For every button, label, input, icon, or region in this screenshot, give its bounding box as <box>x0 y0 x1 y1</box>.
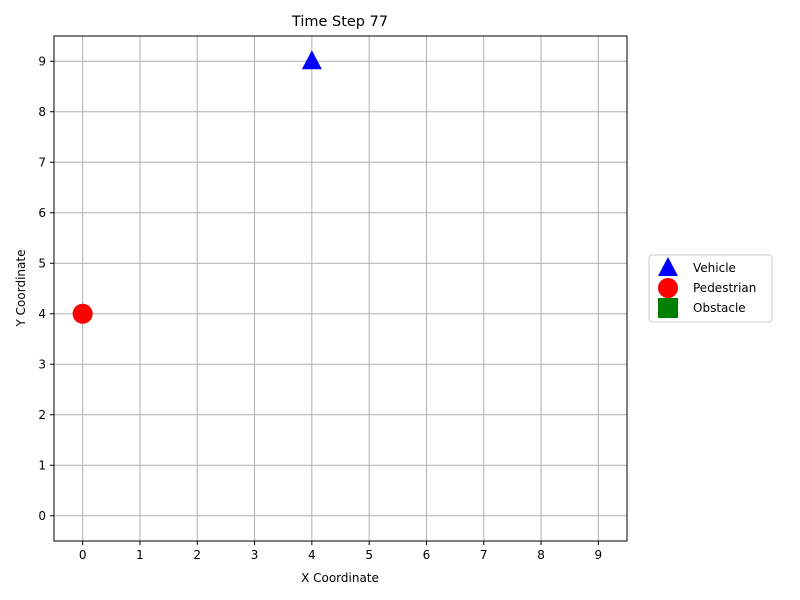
y-axis: 0 1 2 3 4 5 6 7 8 9 <box>38 54 54 523</box>
x-tick-label: 2 <box>193 548 201 562</box>
legend-box <box>648 254 773 323</box>
x-tick-label: 1 <box>136 548 144 562</box>
legend-pedestrian-marker <box>658 278 678 298</box>
x-tick-label: 7 <box>480 548 488 562</box>
x-tick-label: 9 <box>595 548 603 562</box>
legend: Vehicle Pedestrian Obstacle <box>648 254 773 323</box>
x-tick-label: 3 <box>251 548 259 562</box>
legend-obstacle-marker <box>658 298 678 318</box>
y-tick-label: 9 <box>38 54 46 68</box>
y-tick-label: 6 <box>38 206 46 220</box>
x-tick-label: 8 <box>537 548 545 562</box>
y-tick-label: 7 <box>38 155 46 169</box>
y-tick-label: 3 <box>38 357 46 371</box>
y-tick-label: 2 <box>38 408 46 422</box>
plot-frame <box>53 35 628 542</box>
x-tick-label: 5 <box>365 548 373 562</box>
data-points <box>72 50 322 324</box>
grid-lines <box>54 36 627 541</box>
legend-vehicle-marker <box>658 257 678 276</box>
x-tick-label: 6 <box>423 548 431 562</box>
y-tick-label: 1 <box>38 458 46 472</box>
legend-vehicle-label: Vehicle <box>693 261 736 275</box>
chart-title: Time Step 77 <box>291 14 388 30</box>
x-tick-label: 0 <box>79 548 87 562</box>
y-tick-label: 5 <box>38 256 46 270</box>
x-tick-label: 4 <box>308 548 316 562</box>
y-tick-label: 0 <box>38 509 46 523</box>
legend-obstacle-label: Obstacle <box>693 301 746 315</box>
legend-pedestrian-label: Pedestrian <box>693 281 756 295</box>
y-tick-label: 4 <box>38 307 46 321</box>
y-tick-label: 8 <box>38 105 46 119</box>
y-axis-title: Y Coordinate <box>14 250 28 328</box>
x-axis: 0 1 2 3 4 5 6 7 8 9 <box>79 541 602 562</box>
pedestrian-marker <box>72 303 93 324</box>
x-axis-title: X Coordinate <box>301 571 379 585</box>
vehicle-marker <box>301 50 322 70</box>
